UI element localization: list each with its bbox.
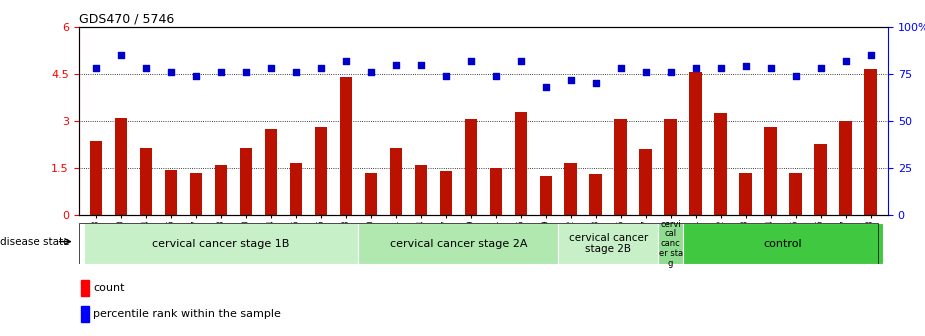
Bar	[414, 165, 427, 215]
Bar	[739, 173, 752, 215]
Point	[738, 64, 753, 69]
Point	[788, 73, 803, 79]
Point	[214, 69, 228, 75]
Point	[264, 66, 278, 71]
Bar	[559, 223, 659, 264]
Point	[438, 73, 453, 79]
Point	[588, 81, 603, 86]
Bar	[439, 171, 452, 215]
Bar	[659, 223, 684, 264]
Point	[239, 69, 253, 75]
Point	[688, 66, 703, 71]
Point	[139, 66, 154, 71]
Bar	[90, 141, 103, 215]
Point	[463, 58, 478, 64]
Text: disease state: disease state	[0, 237, 69, 247]
Bar	[489, 168, 502, 215]
Point	[314, 66, 328, 71]
Bar	[714, 113, 727, 215]
Point	[813, 66, 828, 71]
Text: count: count	[93, 283, 125, 293]
Bar	[81, 306, 89, 323]
Point	[763, 66, 778, 71]
Bar	[314, 127, 327, 215]
Bar	[364, 173, 377, 215]
Bar	[339, 77, 352, 215]
Bar	[839, 121, 852, 215]
Point	[339, 58, 353, 64]
Text: percentile rank within the sample: percentile rank within the sample	[93, 309, 281, 320]
Point	[563, 77, 578, 82]
Bar	[789, 173, 802, 215]
Bar	[564, 163, 577, 215]
Bar	[115, 118, 128, 215]
Point	[538, 84, 553, 90]
Bar	[764, 127, 777, 215]
Point	[663, 69, 678, 75]
Bar	[639, 149, 652, 215]
Bar	[664, 119, 677, 215]
Point	[413, 62, 428, 67]
Bar	[190, 173, 203, 215]
Bar	[81, 280, 89, 296]
Bar	[83, 223, 358, 264]
Point	[638, 69, 653, 75]
Bar	[684, 223, 883, 264]
Bar	[290, 163, 302, 215]
Point	[189, 73, 204, 79]
Bar	[389, 148, 402, 215]
Bar	[814, 144, 827, 215]
Bar	[514, 112, 527, 215]
Bar	[539, 176, 552, 215]
Point	[513, 58, 528, 64]
Point	[613, 66, 628, 71]
Point	[114, 52, 129, 58]
Point	[89, 66, 104, 71]
Bar	[614, 119, 627, 215]
Bar	[165, 170, 178, 215]
Point	[488, 73, 503, 79]
Text: GDS470 / 5746: GDS470 / 5746	[79, 13, 174, 26]
Point	[713, 66, 728, 71]
Point	[388, 62, 403, 67]
Point	[289, 69, 303, 75]
Text: cervical cancer stage 2A: cervical cancer stage 2A	[389, 239, 527, 249]
Bar	[215, 165, 228, 215]
Bar	[140, 148, 153, 215]
Text: cervical cancer
stage 2B: cervical cancer stage 2B	[569, 233, 648, 254]
Bar	[864, 69, 877, 215]
Bar	[358, 223, 559, 264]
Point	[838, 58, 853, 64]
Text: cervi
cal
canc
er sta
g: cervi cal canc er sta g	[659, 220, 683, 267]
Point	[364, 69, 378, 75]
Bar	[464, 119, 477, 215]
Bar	[589, 174, 602, 215]
Bar	[689, 72, 702, 215]
Text: cervical cancer stage 1B: cervical cancer stage 1B	[153, 239, 290, 249]
Point	[863, 52, 878, 58]
Bar	[265, 129, 277, 215]
Bar	[240, 148, 253, 215]
Point	[164, 69, 179, 75]
Text: control: control	[764, 239, 802, 249]
